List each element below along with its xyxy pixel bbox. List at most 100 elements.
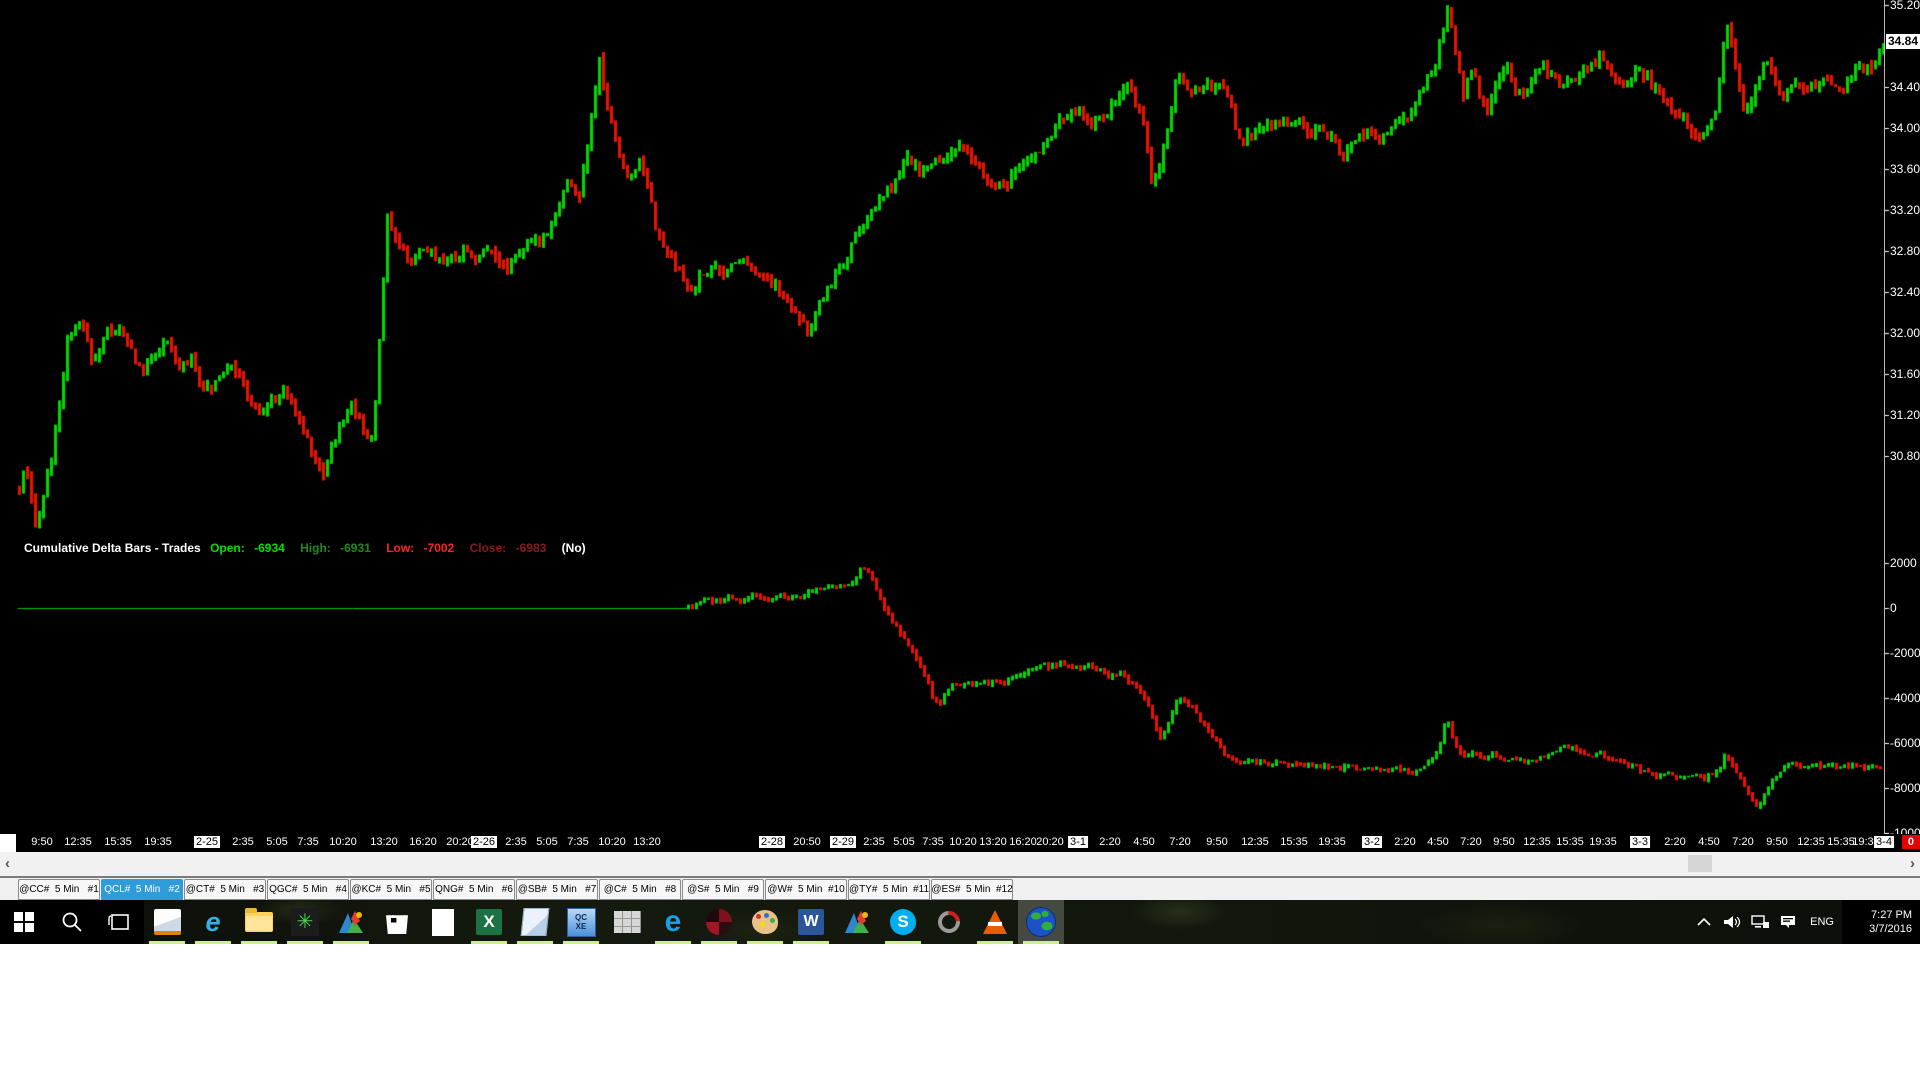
taskbar-clock[interactable]: 7:27 PM 3/7/2016	[1842, 900, 1920, 944]
paint-app[interactable]	[742, 900, 788, 944]
time-axis-time-label: 2:35	[505, 836, 527, 848]
start-button[interactable]	[0, 900, 48, 944]
vlc-app[interactable]	[972, 900, 1018, 944]
time-axis-time-label: 15:35	[1827, 836, 1855, 848]
time-axis-time-label: 9:50	[1206, 836, 1228, 848]
taskbar-icons: e ✳ X QC XE e W S	[0, 900, 1064, 944]
tray-chevron-icon[interactable]	[1690, 900, 1718, 944]
file-explorer-icon	[245, 908, 273, 932]
clock-date: 3/7/2016	[1869, 923, 1912, 935]
time-axis-time-label: 12:35	[1797, 836, 1825, 848]
scroll-right-arrow-icon[interactable]: ›	[1910, 855, 1915, 872]
price-scale-label: 33.20	[1890, 203, 1920, 217]
time-axis-time-label: 19:35	[144, 836, 172, 848]
horizontal-scrollbar[interactable]: ‹ ›	[0, 852, 1920, 878]
chart-tab-2[interactable]: QCL# 5 Min #2	[101, 879, 183, 900]
chart-tab-6[interactable]: QNG# 5 Min #6	[433, 879, 515, 900]
scroll-left-arrow-icon[interactable]: ‹	[5, 855, 10, 872]
chart-tab-11[interactable]: @TY# 5 Min #11	[848, 879, 930, 900]
price-scale-label: 34.00	[1890, 121, 1920, 135]
ninjatrader-app[interactable]	[696, 900, 742, 944]
delta-scale-label: -8000	[1890, 781, 1920, 795]
time-axis-time-label: 2:20	[1664, 836, 1686, 848]
indicator-open: Open: -6934	[210, 541, 285, 555]
time-axis-time-label: 9:50	[31, 836, 53, 848]
chart-tab-5[interactable]: @KC# 5 Min #5	[350, 879, 432, 900]
time-axis-time-label: 7:35	[297, 836, 319, 848]
time-axis-time-label: 13:20	[633, 836, 661, 848]
chart-tab-8[interactable]: @C# 5 Min #8	[599, 879, 681, 900]
bricks-app-icon	[613, 911, 641, 933]
mail-app[interactable]	[144, 900, 190, 944]
time-axis-time-label: 2:35	[863, 836, 885, 848]
notepad-app[interactable]	[512, 900, 558, 944]
chart-tab-9[interactable]: @S# 5 Min #9	[682, 879, 764, 900]
calculator-app[interactable]	[420, 900, 466, 944]
indicator-low: Low: -7002	[386, 541, 455, 555]
delta-scale-label: 0	[1890, 601, 1897, 615]
word-app-icon: W	[798, 909, 824, 935]
running-indicator	[747, 941, 783, 944]
task-view-button[interactable]	[96, 900, 144, 944]
chart-colorful-app-2-icon	[843, 909, 871, 935]
time-axis-time-label: 2:35	[232, 836, 254, 848]
windows-store[interactable]	[374, 900, 420, 944]
chart-window: 35.20 34.40 34.00 33.60 33.20 32.80 32.40 32.00…	[0, 0, 1920, 834]
network-icon[interactable]	[1746, 900, 1774, 944]
time-axis-time-label: 2:20	[1394, 836, 1416, 848]
time-axis-time-label: 4:50	[1698, 836, 1720, 848]
paint-app-icon	[752, 910, 778, 934]
chart-tab-4[interactable]: QGC# 5 Min #4	[267, 879, 349, 900]
price-scale-label: 32.80	[1890, 244, 1920, 258]
task-view-button-icon	[108, 912, 132, 932]
time-axis-time-label: 15:35	[1280, 836, 1308, 848]
indicator-note: (No)	[561, 541, 586, 555]
chart-tab-10[interactable]: @W# 5 Min #10	[765, 879, 847, 900]
calculator-app-icon	[432, 908, 454, 936]
chart-burst-app[interactable]: ✳	[282, 900, 328, 944]
running-indicator	[977, 941, 1013, 944]
chart-colorful-app[interactable]	[328, 900, 374, 944]
time-axis-date-label: 2-25	[193, 836, 221, 848]
chart-tab-7[interactable]: @SB# 5 Min #7	[516, 879, 598, 900]
mail-app-icon	[153, 909, 181, 935]
search-button[interactable]	[48, 900, 96, 944]
globe-chart-app[interactable]	[1018, 900, 1064, 944]
indicator-caption: Cumulative Delta Bars - Trades Open: -69…	[24, 541, 592, 555]
running-indicator	[1023, 941, 1059, 944]
delta-scale-label: -4000	[1890, 691, 1920, 705]
last-price-box: 34.84	[1886, 33, 1920, 49]
excel-app[interactable]: X	[466, 900, 512, 944]
internet-explorer[interactable]: e	[190, 900, 236, 944]
ninjatrader-app-icon	[706, 909, 732, 935]
bricks-app[interactable]	[604, 900, 650, 944]
chart-burst-app-icon: ✳	[291, 908, 319, 936]
edge-browser[interactable]: e	[650, 900, 696, 944]
sync-app[interactable]	[926, 900, 972, 944]
time-axis-time-label: 12:35	[64, 836, 92, 848]
price-scale-label: 33.60	[1890, 162, 1920, 176]
speaker-icon[interactable]	[1718, 900, 1746, 944]
blank-area-below-taskbar	[0, 944, 1920, 1080]
language-indicator[interactable]: ENG	[1810, 916, 1834, 928]
skype-app[interactable]: S	[880, 900, 926, 944]
time-axis-time-label: :20	[0, 836, 16, 848]
time-axis-time-label: 9:50	[1493, 836, 1515, 848]
word-app[interactable]: W	[788, 900, 834, 944]
qcharts-app[interactable]: QC XE	[558, 900, 604, 944]
indicator-close: Close: -6983	[469, 541, 547, 555]
start-button-icon	[14, 912, 34, 932]
running-indicator	[241, 941, 277, 944]
chart-tab-1[interactable]: @CC# 5 Min #1	[18, 879, 100, 900]
chart-colorful-app-2[interactable]	[834, 900, 880, 944]
time-axis-time-label: 7:35	[567, 836, 589, 848]
running-indicator	[655, 941, 691, 944]
chart-tab-3[interactable]: @CT# 5 Min #3	[184, 879, 266, 900]
notification-icon[interactable]	[1774, 900, 1802, 944]
file-explorer[interactable]	[236, 900, 282, 944]
time-axis-time-label: 10:20	[949, 836, 977, 848]
scrollbar-thumb[interactable]	[1688, 855, 1712, 872]
time-axis-time-label: 20:50	[793, 836, 821, 848]
candlestick-chart-canvas[interactable]	[0, 0, 1920, 834]
chart-tab-12[interactable]: @ES# 5 Min #12	[931, 879, 1013, 900]
